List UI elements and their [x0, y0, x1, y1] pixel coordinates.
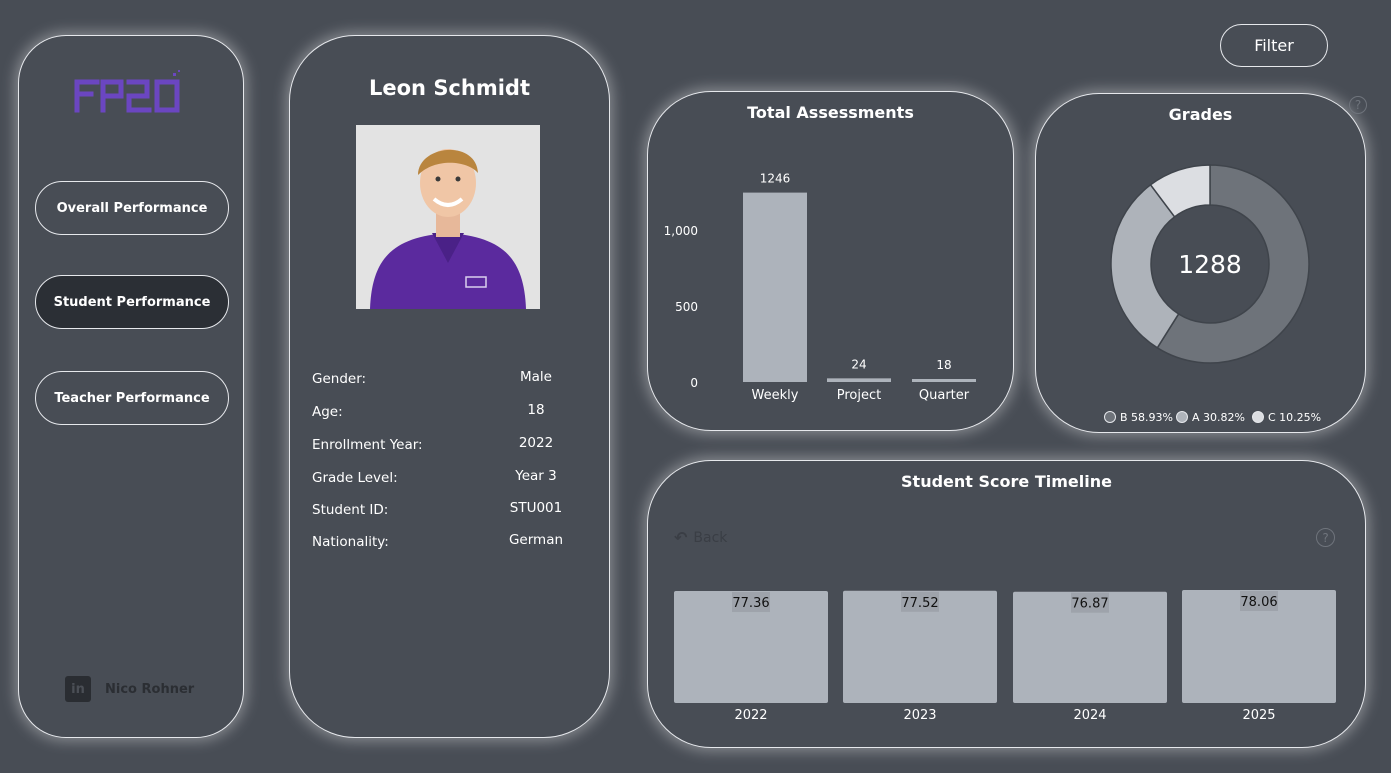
- filter-button[interactable]: Filter: [1220, 24, 1328, 67]
- info-value: Year 3: [515, 468, 557, 484]
- timeline-bar[interactable]: [1182, 590, 1336, 703]
- info-label: Grade Level:: [312, 470, 398, 486]
- y-tick-label: 500: [675, 300, 698, 314]
- info-value: STU001: [509, 500, 563, 516]
- grades-card: Grades 1288 B 58.93% A 30.82% C 10.25%: [1035, 93, 1366, 433]
- data-label-bg: [732, 592, 770, 613]
- back-button[interactable]: ↶ Back: [674, 528, 727, 547]
- grades-title: Grades: [1168, 105, 1233, 124]
- info-row-student-id: Student ID: STU001: [312, 500, 581, 522]
- y-tick-label: 0: [690, 376, 698, 390]
- info-row-age: Age: 18: [312, 402, 581, 424]
- info-value: 18: [527, 402, 545, 418]
- donut-center-total: 1288: [1178, 250, 1242, 279]
- bar[interactable]: [743, 192, 807, 382]
- donut-slice[interactable]: [1110, 183, 1180, 349]
- x-tick-label: 2023: [903, 708, 936, 723]
- student-name: Leon Schmidt: [369, 76, 530, 100]
- timeline-bar[interactable]: [1013, 591, 1167, 703]
- student-profile-card: Leon Schmidt Gender: Male Age: 18 Enroll…: [289, 35, 610, 738]
- help-icon[interactable]: ?: [1349, 96, 1367, 114]
- legend-swatch: [1104, 411, 1116, 423]
- legend-label: B 58.93%: [1120, 411, 1173, 424]
- timeline-chart: 77.36 2022 77.52 2023 76.87 2024 78.06 2025: [674, 590, 1336, 723]
- info-row-grade-level: Grade Level: Year 3: [312, 468, 581, 490]
- info-row-enrollment-year: Enrollment Year: 2022: [312, 435, 581, 457]
- sidebar: Overall Performance Student Performance …: [18, 35, 244, 738]
- info-row-nationality: Nationality: German: [312, 532, 581, 554]
- total-assessments-card: Total Assessments 0 500 1,000 1246 Weekly 24 P…: [647, 91, 1014, 431]
- bar[interactable]: [827, 378, 891, 382]
- info-label: Nationality:: [312, 534, 389, 550]
- back-label: Back: [693, 529, 728, 546]
- timeline-title: Student Score Timeline: [901, 472, 1112, 491]
- author-name: Nico Rohner: [105, 681, 195, 697]
- x-tick-label: 2024: [1073, 708, 1106, 723]
- timeline-bar[interactable]: [843, 590, 997, 703]
- x-tick-label: 2025: [1242, 708, 1275, 723]
- x-tick-label: 2022: [734, 708, 767, 723]
- info-label: Gender:: [312, 371, 367, 387]
- student-photo: [356, 125, 540, 309]
- data-label-bg: [901, 591, 939, 612]
- data-label: 76.87: [1071, 597, 1108, 612]
- legend-label: A 30.82%: [1192, 411, 1245, 424]
- x-tick-label: Weekly: [752, 388, 799, 403]
- timeline-help-icon[interactable]: ?: [1316, 528, 1335, 547]
- back-arrow-icon: ↶: [674, 528, 688, 547]
- data-label: 24: [851, 357, 866, 371]
- data-label: 18: [936, 358, 951, 372]
- nav-overall-performance[interactable]: Overall Performance: [35, 181, 229, 235]
- author-link[interactable]: in Nico Rohner: [65, 676, 194, 702]
- data-label: 77.36: [732, 596, 769, 611]
- x-tick-label: Project: [837, 388, 881, 403]
- info-value: German: [508, 532, 564, 548]
- donut-slice[interactable]: [1149, 164, 1211, 218]
- info-label: Student ID:: [312, 502, 389, 518]
- fp20-logo: [74, 70, 180, 113]
- x-tick-label: Quarter: [919, 388, 970, 403]
- info-value: Male: [520, 369, 552, 385]
- nav-student-performance[interactable]: Student Performance: [35, 275, 229, 329]
- info-value: 2022: [518, 435, 554, 451]
- data-label: 78.06: [1240, 595, 1277, 610]
- data-label-bg: [1240, 591, 1278, 611]
- legend-swatch: [1176, 411, 1188, 423]
- info-label: Enrollment Year:: [312, 437, 423, 453]
- legend-label: C 10.25%: [1268, 411, 1321, 424]
- linkedin-icon[interactable]: in: [65, 676, 91, 702]
- data-label: 77.52: [901, 596, 938, 611]
- info-label: Age:: [312, 404, 343, 420]
- assessments-chart: 0 500 1,000 1246 Weekly 24 Project 18 Quarter: [664, 172, 976, 403]
- nav-teacher-performance[interactable]: Teacher Performance: [35, 371, 229, 425]
- bar[interactable]: [912, 379, 976, 382]
- legend-swatch: [1252, 411, 1264, 423]
- info-row-gender: Gender: Male: [312, 369, 581, 391]
- data-label-bg: [1071, 592, 1109, 613]
- donut-slice[interactable]: [1156, 164, 1310, 364]
- grades-donut-chart: 1288 B 58.93% A 30.82% C 10.25%: [1104, 164, 1321, 424]
- y-tick-label: 1,000: [664, 224, 698, 238]
- assessments-title: Total Assessments: [747, 103, 914, 122]
- data-label: 1246: [760, 172, 791, 186]
- student-score-timeline-card: Student Score Timeline ↶ Back ? 77.36 202…: [647, 460, 1366, 748]
- timeline-bar[interactable]: [674, 591, 828, 703]
